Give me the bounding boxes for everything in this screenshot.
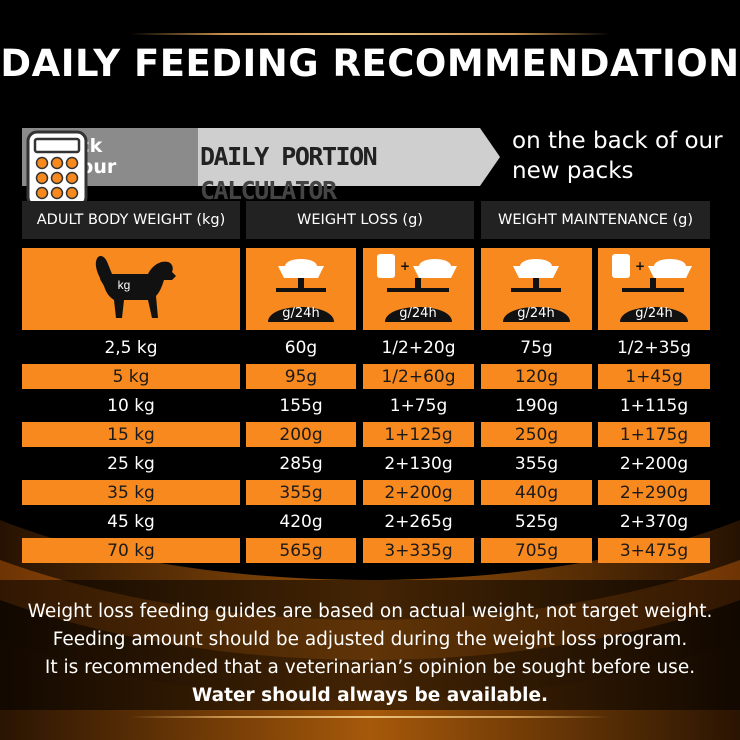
can-bowl-icon-cell-maint-mix: + g/24h: [598, 248, 710, 330]
bowl-icon-cell-loss-dry: g/24h: [246, 248, 356, 330]
table-cell-body-weight: 45 kg: [107, 511, 155, 532]
scale-bowl-icon: g/24h: [268, 259, 334, 322]
footer-line-4: Water should always be available.: [191, 685, 549, 706]
table-cell-maint-mix: 2+290g: [598, 480, 710, 505]
table-cell-maint-dry: 120g: [481, 364, 592, 389]
plus-label: +: [635, 259, 645, 273]
table-cell-loss-mix: 1+125g: [363, 422, 474, 447]
table-cell-maint-mix: 2+200g: [619, 453, 689, 474]
table-cell-body-weight: 5 kg: [22, 364, 240, 389]
banner-daily-portion: DAILY PORTION: [200, 142, 378, 171]
table-cell-maint-mix: 1/2+35g: [616, 337, 692, 358]
table-cell-maint-mix: 1+175g: [598, 422, 710, 447]
dog-icon: kg: [95, 255, 176, 318]
table-cell-loss-dry: 60g: [284, 337, 318, 358]
dog-kg-label: kg: [118, 278, 131, 292]
banner-calculator-text: DAILY PORTION CALCULATOR: [200, 140, 500, 205]
header-body-weight: ADULT BODY WEIGHT (kg): [22, 201, 240, 239]
footer-line-1: Weight loss feeding guides are based on …: [27, 601, 713, 622]
table-cell-loss-dry: 285g: [279, 453, 323, 474]
top-gold-line: [130, 33, 610, 35]
table-cell-loss-mix: 1+75g: [389, 395, 448, 416]
table-cell-body-weight: 35 kg: [22, 480, 240, 505]
header-weight-maintenance: WEIGHT MAINTENANCE (g): [481, 201, 710, 239]
table-cell-loss-mix: 2+265g: [384, 511, 453, 532]
table-cell-loss-dry: 420g: [279, 511, 323, 532]
calculator-icon: [26, 130, 88, 208]
scale-can-bowl-icon: + g/24h: [377, 254, 457, 322]
banner-calculator-word: CALCULATOR: [200, 176, 337, 205]
unit-label: g/24h: [517, 306, 554, 321]
header-weight-loss: WEIGHT LOSS (g): [246, 201, 474, 239]
plus-label: +: [400, 259, 410, 273]
scale-bowl-icon: g/24h: [503, 259, 570, 322]
bowl-icon-cell-maint-dry: g/24h: [481, 248, 592, 330]
table-cell-body-weight: 25 kg: [107, 453, 155, 474]
table-cell-maint-dry: 440g: [481, 480, 592, 505]
scale-can-bowl-icon: + g/24h: [612, 254, 692, 322]
page-title: DAILY FEEDING RECOMMENDATION: [0, 42, 740, 85]
table-cell-body-weight: 10 kg: [107, 395, 155, 416]
table-cell-body-weight: 2,5 kg: [104, 337, 158, 358]
unit-label: g/24h: [399, 306, 436, 321]
table-cell-maint-dry: 190g: [514, 395, 559, 416]
bottom-gold-line: [130, 716, 610, 718]
table-cell-maint-dry: 355g: [514, 453, 559, 474]
banner-side-note: on the back of our new packs: [512, 128, 723, 184]
table-cell-maint-mix: 1+45g: [598, 364, 710, 389]
table-cell-maint-dry: 705g: [481, 538, 592, 563]
footer-line-2: Feeding amount should be adjusted during…: [52, 629, 688, 650]
table-cell-loss-dry: 355g: [246, 480, 356, 505]
table-cell-maint-mix: 3+475g: [598, 538, 710, 563]
table-cell-maint-dry: 250g: [481, 422, 592, 447]
table-cell-maint-mix: 2+370g: [619, 511, 689, 532]
table-cell-loss-dry: 565g: [246, 538, 356, 563]
table-cell-loss-dry: 155g: [279, 395, 323, 416]
table-cell-maint-mix: 1+115g: [619, 395, 689, 416]
table-cell-body-weight: 70 kg: [22, 538, 240, 563]
table-cell-loss-mix: 2+130g: [384, 453, 453, 474]
footer-notes: Weight loss feeding guides are based on …: [0, 598, 740, 710]
table-cell-loss-mix: 1/2+20g: [381, 337, 456, 358]
table-cell-loss-mix: 3+335g: [363, 538, 474, 563]
unit-label: g/24h: [282, 306, 319, 321]
table-cell-maint-dry: 525g: [514, 511, 559, 532]
calculator-banner[interactable]: Check out our DAILY PORTION CALCULATOR: [22, 128, 500, 208]
table-cell-loss-dry: 200g: [246, 422, 356, 447]
unit-label: g/24h: [635, 306, 672, 321]
table-cell-body-weight: 15 kg: [22, 422, 240, 447]
can-bowl-icon-cell-loss-mix: + g/24h: [363, 248, 474, 330]
table-cell-maint-dry: 75g: [520, 337, 553, 358]
table-cell-loss-mix: 1/2+60g: [363, 364, 474, 389]
table-cell-loss-mix: 2+200g: [363, 480, 474, 505]
table-cell-loss-dry: 95g: [246, 364, 356, 389]
footer-line-3: It is recommended that a veterinarian’s …: [44, 657, 696, 678]
dog-icon-cell: kg: [22, 248, 240, 330]
